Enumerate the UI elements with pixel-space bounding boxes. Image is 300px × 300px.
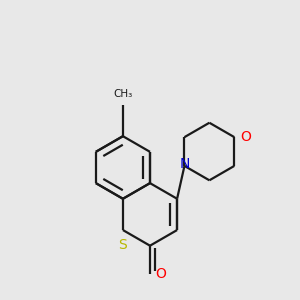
Text: O: O [240,130,251,144]
Text: CH₃: CH₃ [113,89,133,99]
Text: O: O [155,267,166,281]
Text: S: S [118,238,127,252]
Text: N: N [179,157,190,171]
